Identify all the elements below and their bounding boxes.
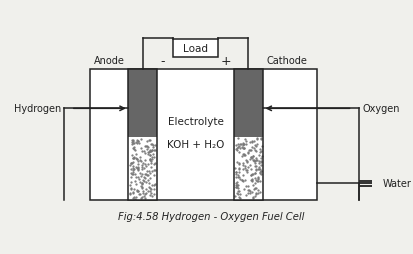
- Bar: [128, 70, 157, 201]
- Bar: [173, 40, 218, 58]
- Text: +: +: [220, 54, 231, 67]
- Text: Hydrogen: Hydrogen: [14, 104, 61, 114]
- Text: Load: Load: [183, 44, 208, 54]
- Text: Oxygen: Oxygen: [362, 104, 400, 114]
- Bar: [128, 70, 157, 201]
- Bar: [234, 70, 263, 138]
- Bar: [234, 70, 263, 201]
- Text: Electrolyte: Electrolyte: [168, 116, 223, 126]
- Text: Water: Water: [383, 179, 412, 188]
- Bar: [234, 138, 263, 201]
- Bar: [234, 70, 263, 201]
- Text: Cathode: Cathode: [266, 56, 307, 66]
- Text: Fig:4.58 Hydrogen - Oxygen Fuel Cell: Fig:4.58 Hydrogen - Oxygen Fuel Cell: [119, 211, 305, 221]
- Text: -: -: [160, 54, 165, 67]
- Bar: [128, 138, 157, 201]
- Bar: [90, 70, 317, 201]
- Text: KOH + H₂O: KOH + H₂O: [167, 140, 224, 150]
- Text: Anode: Anode: [94, 56, 125, 66]
- Bar: [128, 70, 157, 138]
